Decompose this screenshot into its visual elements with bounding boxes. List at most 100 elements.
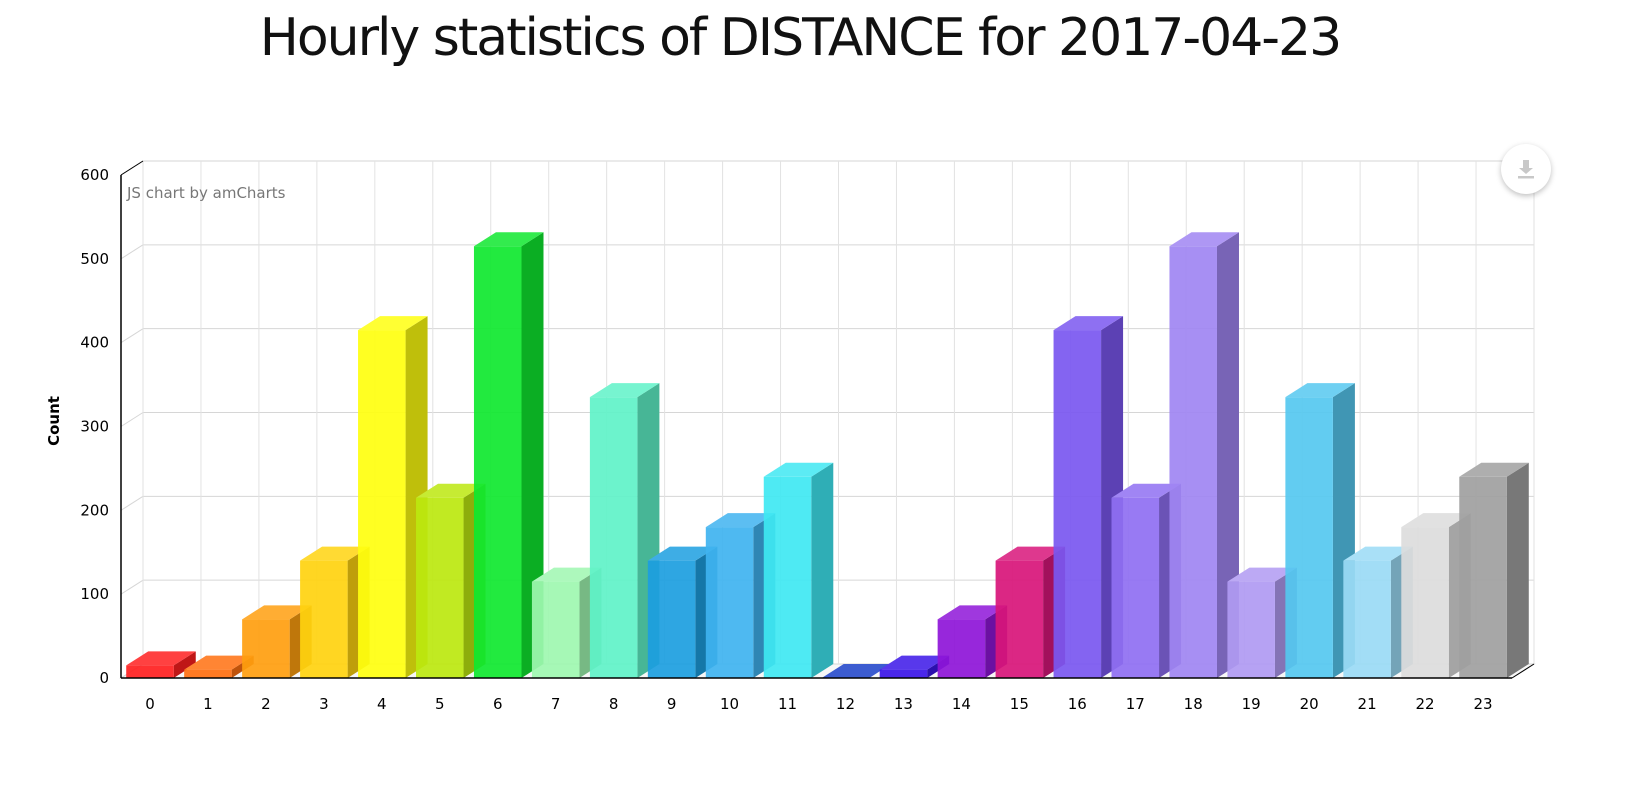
bar-top xyxy=(1343,546,1413,561)
bar-front xyxy=(300,560,348,678)
bar-8[interactable] xyxy=(589,383,660,678)
gridline-y-side xyxy=(120,244,144,260)
bar-side xyxy=(811,462,834,678)
bar-4[interactable] xyxy=(358,316,428,678)
bar-top xyxy=(416,483,486,498)
bar-top xyxy=(473,232,544,247)
bar-front xyxy=(879,669,928,678)
bar-11[interactable] xyxy=(763,462,834,678)
x-tick-label: 17 xyxy=(1126,695,1145,713)
x-tick-label: 11 xyxy=(778,695,797,713)
x-tick-label: 15 xyxy=(1010,695,1029,713)
x-tick-label: 12 xyxy=(836,695,855,713)
bar-front xyxy=(1227,581,1275,678)
x-tick-label: 14 xyxy=(952,695,971,713)
bars xyxy=(126,232,1529,678)
chart-credit[interactable]: JS chart by amCharts xyxy=(127,184,286,202)
bar-top xyxy=(995,546,1066,561)
y-tick-label: 600 xyxy=(80,166,109,184)
x-tick-label: 2 xyxy=(261,695,271,713)
bar-top xyxy=(1285,383,1355,398)
y-tick-label: 400 xyxy=(80,334,109,352)
bar-top xyxy=(1053,316,1124,331)
bar-front xyxy=(647,560,696,678)
bar-side xyxy=(1506,462,1529,678)
bar-top xyxy=(589,383,660,398)
x-tick-label: 5 xyxy=(435,695,445,713)
bar-top xyxy=(1227,567,1297,582)
bar-front xyxy=(1111,497,1160,678)
bar-top xyxy=(705,513,776,528)
bar-front xyxy=(1343,560,1391,678)
y-axis-label: Count xyxy=(45,396,63,446)
bar-top xyxy=(647,546,718,561)
bar-top xyxy=(1111,483,1182,498)
bar-front xyxy=(763,476,812,678)
bar-18[interactable] xyxy=(1169,232,1239,678)
export-button[interactable] xyxy=(1501,144,1551,194)
bar-top xyxy=(763,462,834,477)
bar-top xyxy=(300,546,370,561)
bar-front xyxy=(1459,476,1507,678)
bar-front xyxy=(1053,330,1102,678)
bar-front xyxy=(589,397,638,678)
y-tick-label: 0 xyxy=(99,669,109,687)
bar-front xyxy=(1285,397,1333,678)
x-tick-label: 21 xyxy=(1358,695,1377,713)
x-tick-label: 8 xyxy=(609,695,619,713)
bar-front xyxy=(126,665,174,678)
bar-6[interactable] xyxy=(473,232,544,678)
bar-front xyxy=(1169,246,1217,678)
bar-top xyxy=(937,605,1008,620)
download-icon xyxy=(1518,160,1534,179)
page-title: Hourly statistics of DISTANCE for 2017-0… xyxy=(259,8,1342,68)
y-tick-label: 200 xyxy=(80,501,109,519)
y-tick-label: 500 xyxy=(80,250,109,268)
y-tick-label: 100 xyxy=(80,585,109,603)
x-tick-label: 20 xyxy=(1300,695,1319,713)
x-tick-label: 1 xyxy=(203,695,213,713)
bar-front xyxy=(1401,527,1449,678)
gridline-y-side xyxy=(120,328,144,344)
bar-front xyxy=(358,330,406,678)
bar-side xyxy=(1216,232,1239,678)
bar-front xyxy=(416,497,464,678)
x-tick-label: 18 xyxy=(1184,695,1203,713)
bar-top xyxy=(242,605,312,620)
bar-front xyxy=(995,560,1044,678)
bar-front xyxy=(184,669,232,678)
bar-side xyxy=(173,651,196,678)
gridline-y-side xyxy=(120,579,144,595)
bar-top xyxy=(821,664,892,678)
bar-front xyxy=(705,527,754,678)
x-tick-label: 0 xyxy=(145,695,155,713)
x-tick-label: 22 xyxy=(1416,695,1435,713)
bar-front xyxy=(531,581,580,678)
bar-23[interactable] xyxy=(1459,462,1529,678)
bar-top xyxy=(1459,462,1529,477)
bar-front xyxy=(937,619,986,678)
x-tick-label: 19 xyxy=(1242,695,1261,713)
bar-top xyxy=(1169,232,1239,247)
x-tick-label: 10 xyxy=(720,695,739,713)
bar-top xyxy=(879,655,950,670)
x-tick-label: 16 xyxy=(1068,695,1087,713)
x-tick-label: 7 xyxy=(551,695,561,713)
y-tick-label: 300 xyxy=(80,418,109,436)
x-tick-label: 4 xyxy=(377,695,387,713)
gridline-y-side xyxy=(120,412,144,427)
y-axis-top-edge xyxy=(120,160,144,176)
x-tick-label: 9 xyxy=(667,695,677,713)
bar-top xyxy=(358,316,428,331)
x-tick-label: 6 xyxy=(493,695,503,713)
x-axis-end-edge xyxy=(1511,663,1535,679)
bar-front xyxy=(473,246,522,678)
bar-12[interactable] xyxy=(821,664,892,678)
bar-0[interactable] xyxy=(126,651,196,678)
bar-top xyxy=(1401,513,1471,528)
bar-side xyxy=(521,232,544,678)
bar-top xyxy=(126,651,196,666)
gridline-y-side xyxy=(120,495,144,511)
